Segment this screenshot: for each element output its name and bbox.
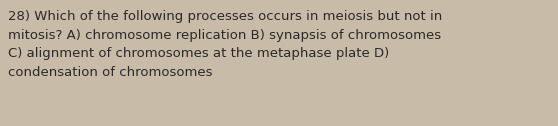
Text: 28) Which of the following processes occurs in meiosis but not in
mitosis? A) ch: 28) Which of the following processes occ…: [8, 10, 442, 79]
